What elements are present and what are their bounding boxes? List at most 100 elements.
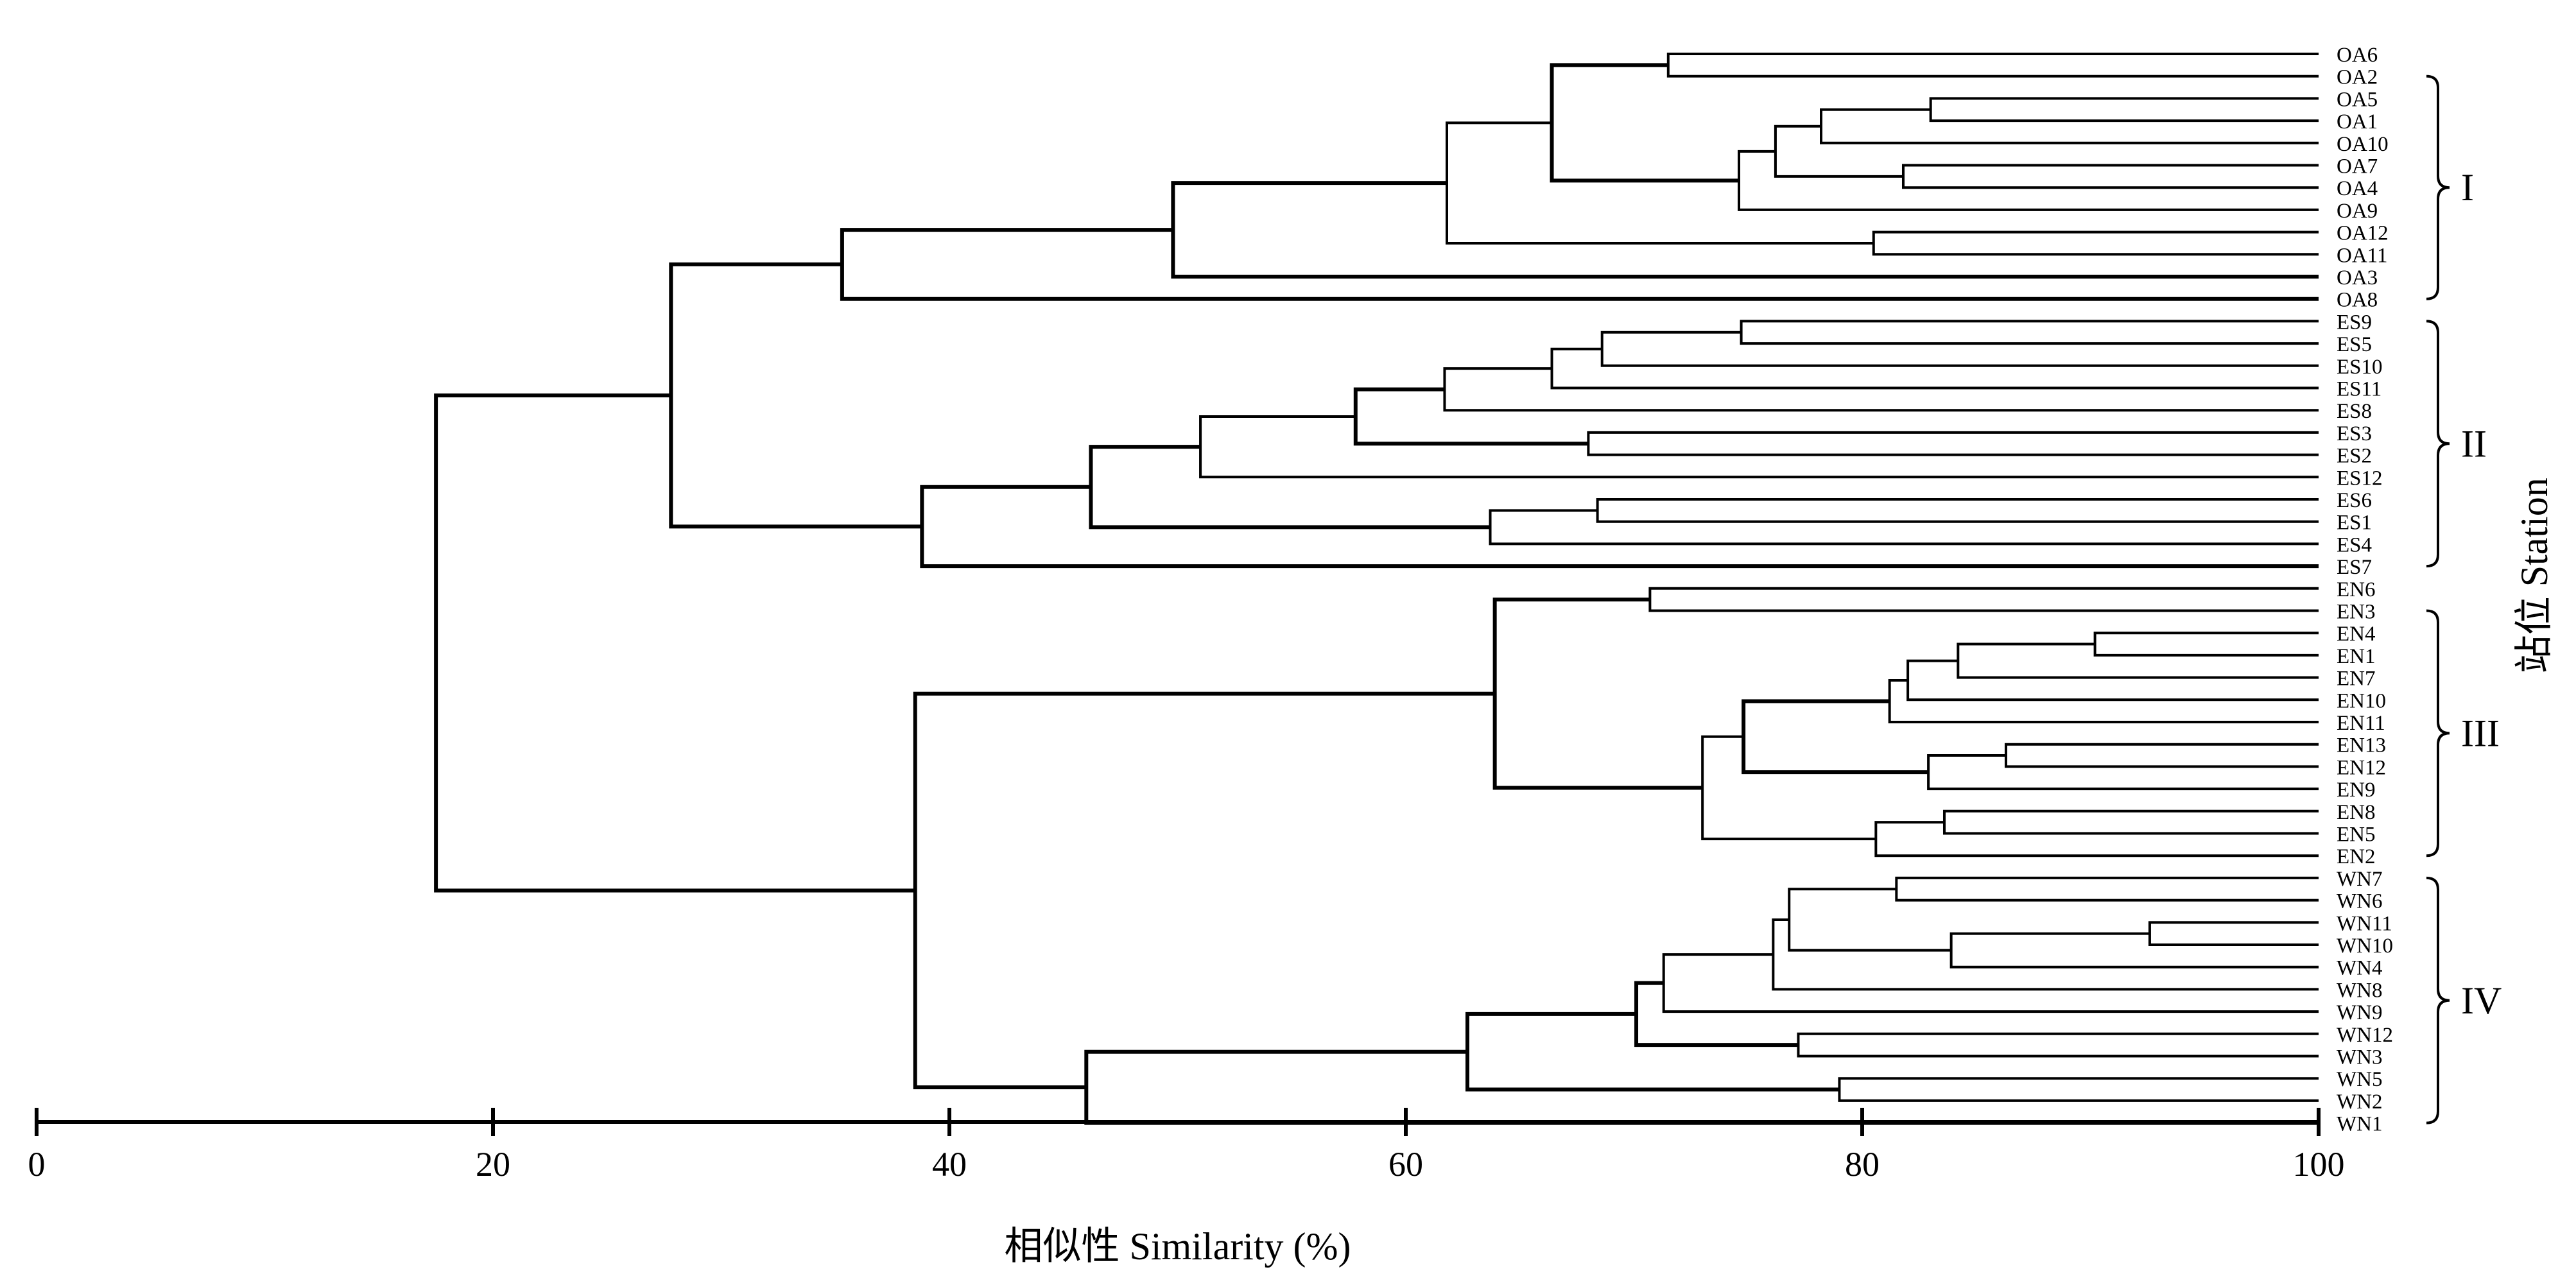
leaf-label-oa10: OA10 xyxy=(2337,133,2389,156)
branch-d7 xyxy=(1797,1032,2319,1058)
branch-c11 xyxy=(1701,735,1876,841)
y-axis-title: 站位 Station xyxy=(2513,478,2555,673)
leaf-label-wn8: WN8 xyxy=(2337,979,2382,1002)
dendrogram-branches xyxy=(434,53,2319,1125)
x-tick-label-80: 80 xyxy=(1845,1145,1880,1184)
x-tick-label-100: 100 xyxy=(2293,1145,2345,1184)
leaf-label-wn10: WN10 xyxy=(2337,934,2393,958)
branch-d1 xyxy=(1895,876,2319,902)
branch-b1 xyxy=(1740,320,2319,345)
branch-a3 xyxy=(1820,108,2319,144)
group-bracket-iii: III xyxy=(2426,609,2500,857)
leaf-label-oa2: OA2 xyxy=(2337,66,2378,89)
branch-c7 xyxy=(1927,754,2319,791)
leaf-label-es6: ES6 xyxy=(2337,489,2372,512)
branch-c9 xyxy=(1942,809,2319,835)
branch-a5 xyxy=(1774,125,1903,178)
leaf-label-oa1: OA1 xyxy=(2337,110,2378,133)
leaf-label-es9: ES9 xyxy=(2337,311,2372,334)
branch-b3 xyxy=(1550,347,2319,390)
branch-c5 xyxy=(1888,678,2319,723)
branch-a4 xyxy=(1901,164,2319,189)
branch-b5 xyxy=(1587,431,2319,456)
branch-d4 xyxy=(1788,888,1951,952)
branch-a8 xyxy=(1872,230,2319,256)
group-bracket-i: I xyxy=(2426,74,2474,300)
branch-d3 xyxy=(1949,932,2319,969)
group-label-i: I xyxy=(2461,166,2474,209)
leaf-label-oa6: OA6 xyxy=(2337,44,2378,67)
leaf-label-oa7: OA7 xyxy=(2337,155,2378,178)
x-axis-title: 相似性 Similarity (%) xyxy=(1005,1225,1351,1268)
leaf-label-oa3: OA3 xyxy=(2337,266,2378,289)
branch-b10 xyxy=(1089,445,1491,530)
leaf-label-wn9: WN9 xyxy=(2337,1001,2382,1024)
leaf-label-es7: ES7 xyxy=(2337,556,2372,579)
group-label-ii: II xyxy=(2461,422,2487,465)
branch-d11 xyxy=(1084,1049,2319,1125)
branch-c8 xyxy=(1742,699,1929,775)
leaf-label-en9: EN9 xyxy=(2337,779,2376,802)
x-axis-ticks: 0 20 40 60 80 100 xyxy=(28,1108,2345,1184)
leaf-label-en12: EN12 xyxy=(2337,756,2386,779)
leaf-label-wn4: WN4 xyxy=(2337,957,2382,980)
leaf-label-wn3: WN3 xyxy=(2337,1046,2382,1069)
leaf-label-oa9: OA9 xyxy=(2337,200,2378,223)
branch-b2 xyxy=(1600,331,2319,367)
leaf-label-es4: ES4 xyxy=(2337,533,2372,556)
x-tick-label-40: 40 xyxy=(932,1145,967,1184)
leaf-label-wn7: WN7 xyxy=(2337,868,2382,891)
leaf-label-es5: ES5 xyxy=(2337,333,2372,356)
branch-d5 xyxy=(1772,918,2319,991)
branch-a6 xyxy=(1738,150,2319,211)
x-axis: 0 20 40 60 80 100 xyxy=(28,1108,2345,1184)
leaf-label-en10: EN10 xyxy=(2337,689,2386,712)
branch-c1 xyxy=(1648,587,2319,612)
group-bracket-iv: IV xyxy=(2426,876,2502,1124)
leaf-label-oa8: OA8 xyxy=(2337,289,2378,312)
branch-c6 xyxy=(2004,743,2319,768)
leaf-label-es10: ES10 xyxy=(2337,356,2383,379)
leaf-label-es11: ES11 xyxy=(2337,378,2382,401)
leaf-label-oa12: OA12 xyxy=(2337,222,2389,245)
branch-c10 xyxy=(1874,821,2319,857)
branch-a11 xyxy=(840,228,2319,301)
leaf-label-en6: EN6 xyxy=(2337,578,2376,601)
leaf-label-es3: ES3 xyxy=(2337,422,2372,445)
leaf-label-wn12: WN12 xyxy=(2337,1024,2393,1047)
leaf-label-oa5: OA5 xyxy=(2337,88,2378,111)
branch-c3 xyxy=(1957,642,2319,679)
leaf-label-en2: EN2 xyxy=(2337,845,2376,868)
leaf-label-wn2: WN2 xyxy=(2337,1090,2382,1114)
branch-a1 xyxy=(1666,53,2319,78)
leaf-label-es8: ES8 xyxy=(2337,400,2372,423)
branch-a2 xyxy=(1929,97,2319,123)
group-label-iii: III xyxy=(2461,712,2500,754)
branch-cd xyxy=(913,691,1495,1090)
leaf-label-wn1: WN1 xyxy=(2337,1113,2382,1136)
leaf-label-en7: EN7 xyxy=(2337,667,2376,691)
leaf-label-wn6: WN6 xyxy=(2337,890,2382,913)
group-bracket-ii: II xyxy=(2426,320,2487,568)
branch-d6 xyxy=(1662,953,2319,1013)
branch-c2 xyxy=(2093,632,2319,657)
branch-d10 xyxy=(1465,1012,1840,1092)
branch-ab xyxy=(669,262,922,529)
branch-b6 xyxy=(1353,387,1589,446)
leaf-label-es12: ES12 xyxy=(2337,467,2383,490)
leaf-label-wn5: WN5 xyxy=(2337,1068,2382,1091)
leaf-label-en3: EN3 xyxy=(2337,601,2376,624)
branch-b8 xyxy=(1596,498,2319,523)
group-label-iv: IV xyxy=(2461,979,2502,1022)
branch-a7 xyxy=(1550,63,1740,183)
leaf-label-en13: EN13 xyxy=(2337,734,2386,757)
leaf-label-en4: EN4 xyxy=(2337,623,2376,646)
leaf-label-es2: ES2 xyxy=(2337,445,2372,468)
branch-b7 xyxy=(1199,415,2319,479)
branch-d9 xyxy=(1838,1077,2319,1102)
branch-b4 xyxy=(1443,367,2319,412)
leaf-labels: OA6OA2OA5OA1OA10OA7OA4OA9OA12OA11OA3OA8E… xyxy=(2337,44,2393,1136)
leaf-label-en8: EN8 xyxy=(2337,801,2376,824)
